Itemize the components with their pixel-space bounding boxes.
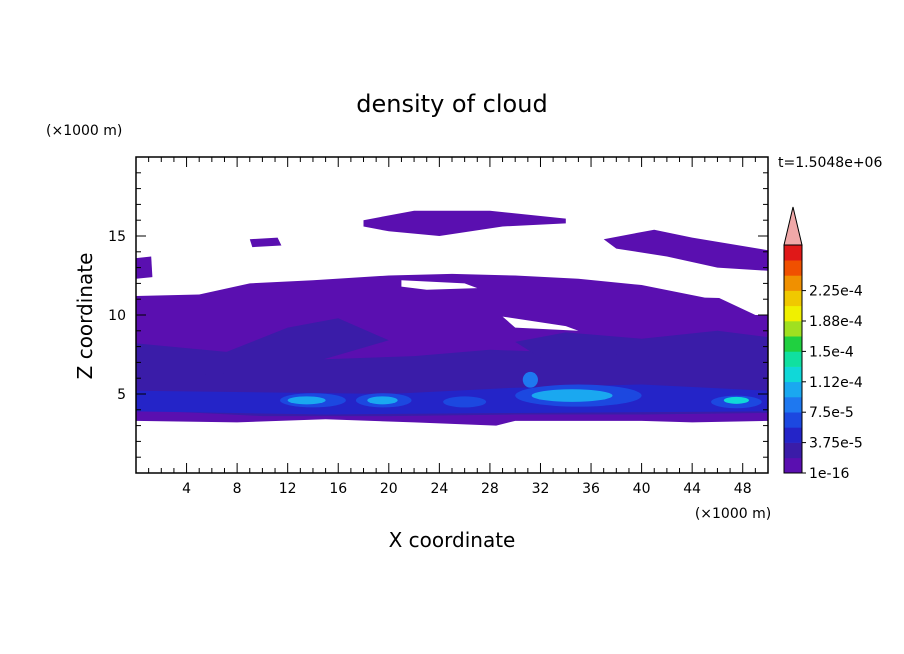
colorbar-label: 1.5e-4 [809, 344, 854, 360]
colorbar-swatch [784, 321, 802, 337]
colorbar-label: 7.5e-5 [809, 405, 854, 421]
cloud-band-lobe-2 [515, 330, 768, 363]
x-tick-label: 8 [233, 481, 242, 497]
y-tick-label: 15 [108, 229, 126, 245]
cloud-patch-left [249, 237, 282, 248]
x-tick-label: 12 [279, 481, 297, 497]
clear-gap-2 [502, 316, 579, 331]
colorbar-swatch [784, 412, 802, 428]
x-tick-label: 16 [329, 481, 347, 497]
x-tick-label: 4 [182, 481, 191, 497]
colorbar: 1e-16 3.75e-5 7.5e-5 1.12e-4 1.5e-4 1.88e-4 2.… [783, 206, 863, 482]
chart-title: density of cloud [356, 90, 547, 118]
colorbar-swatch [784, 397, 802, 413]
colorbar-swatch [784, 381, 802, 398]
colorbar-label: 1.12e-4 [809, 375, 863, 391]
colorbar-swatch [784, 442, 802, 459]
colorbar-swatch [784, 427, 802, 443]
x-tick-label: 40 [633, 481, 651, 497]
colorbar-swatch [784, 260, 802, 276]
y-tick-label: 10 [108, 308, 126, 324]
y-tick-label: 5 [117, 387, 126, 403]
x-tick-label: 24 [430, 481, 448, 497]
x-tick-label: 48 [734, 481, 752, 497]
core-bright-1 [287, 396, 326, 405]
clear-gap-1 [401, 280, 478, 290]
colorbar-swatch [784, 245, 802, 261]
clear-gap-3 [578, 258, 768, 315]
colorbar-swatch [784, 305, 802, 322]
x-tick-label: 44 [683, 481, 701, 497]
core-blob-3 [443, 396, 487, 408]
core-bright-2 [367, 396, 398, 405]
x-tick-label: 20 [380, 481, 398, 497]
core-plume [522, 371, 538, 388]
y-unit-label: (×1000 m) [46, 123, 122, 139]
cloud-layer-upper-1 [363, 210, 566, 236]
colorbar-swatch [784, 275, 802, 291]
cloud-density-field [136, 210, 768, 426]
colorbar-label: 1.88e-4 [809, 314, 863, 330]
colorbar-swatch [784, 366, 802, 383]
core-bright-3 [531, 389, 613, 402]
time-label: t=1.5048e+06 [778, 155, 882, 171]
colorbar-swatch [784, 336, 802, 352]
colorbar-swatch [784, 290, 802, 307]
y-axis-label: Z coordinate [73, 253, 97, 380]
colorbar-swatch [784, 457, 802, 474]
colorbar-label: 3.75e-5 [809, 436, 863, 452]
x-unit-label: (×1000 m) [695, 506, 771, 522]
x-axis-label: X coordinate [389, 528, 516, 552]
x-tick-label: 28 [481, 481, 499, 497]
x-tick-label: 32 [532, 481, 550, 497]
colorbar-label: 1e-16 [809, 466, 849, 482]
cloud-patch-edge [136, 256, 153, 279]
cloud-band-lobe-1 [136, 318, 389, 375]
colorbar-extend-arrow [783, 206, 803, 246]
x-tick-label: 36 [582, 481, 600, 497]
cloud-layer-upper-2 [603, 229, 768, 271]
colorbar-swatch [784, 351, 802, 367]
core-bright-5 [723, 396, 750, 404]
colorbar-label: 2.25e-4 [809, 284, 863, 300]
